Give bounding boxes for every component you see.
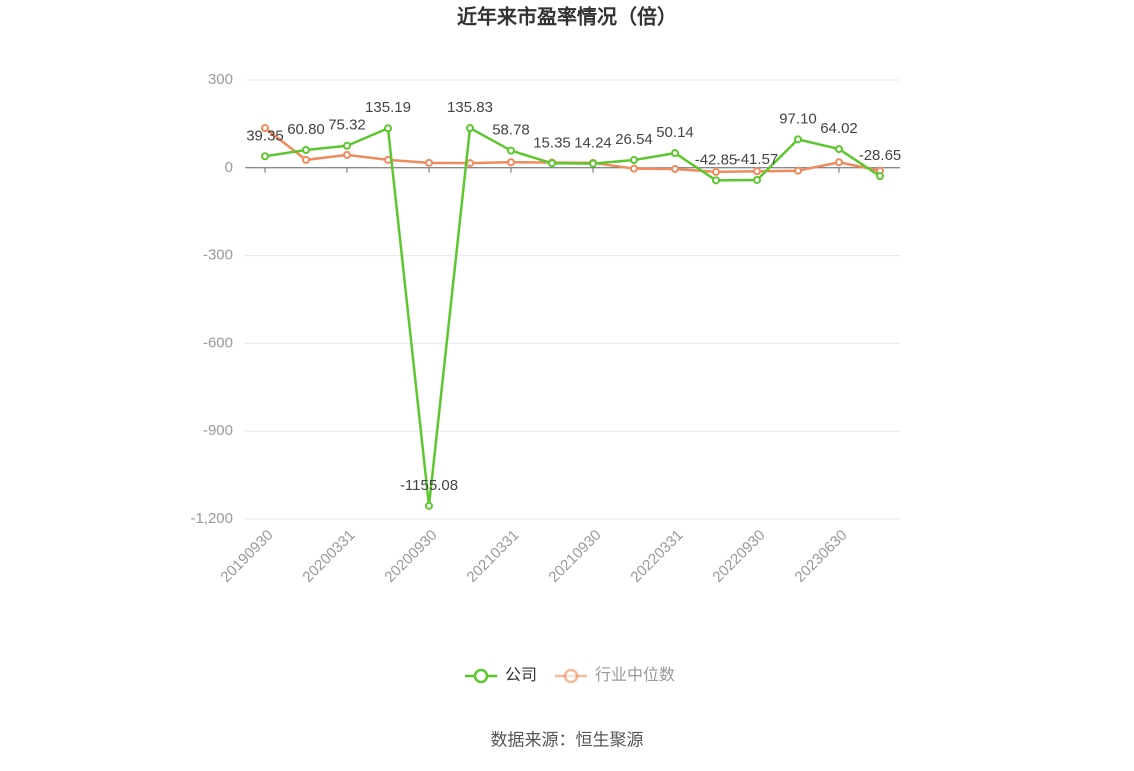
data-label: 60.80 (287, 121, 325, 138)
x-tick-label: 20220331 (627, 527, 686, 586)
data-label: 135.19 (365, 99, 411, 116)
data-point (794, 135, 802, 144)
x-tick-label: 20230630 (791, 527, 850, 586)
chart-title: 近年来市盈率情况（倍） (457, 4, 677, 28)
data-label: 58.78 (492, 122, 530, 139)
data-label: 135.83 (447, 99, 493, 116)
data-point (261, 152, 269, 161)
data-point (794, 166, 802, 175)
data-point (835, 158, 843, 167)
data-label: 64.02 (820, 120, 858, 137)
data-point (712, 176, 720, 185)
data-point (302, 155, 310, 164)
x-tick-label: 20200331 (299, 527, 358, 586)
data-point (589, 159, 597, 168)
data-point (548, 159, 556, 168)
data-point (835, 145, 843, 154)
data-label: -28.65 (859, 147, 902, 164)
data-point (753, 175, 761, 184)
y-tick-label: -1,200 (190, 510, 233, 527)
data-label: 75.32 (328, 117, 366, 134)
data-label: 26.54 (615, 131, 653, 148)
data-point (507, 146, 515, 155)
y-tick-label: 0 (225, 159, 233, 176)
data-label: -42.85 (695, 151, 738, 168)
y-tick-label: -300 (203, 247, 233, 264)
x-tick-label: 20200930 (381, 527, 440, 586)
data-point (425, 158, 433, 167)
data-point (671, 164, 679, 173)
data-label: 15.35 (533, 134, 571, 151)
legend-marker (563, 668, 579, 684)
y-tick-label: 300 (208, 71, 233, 88)
data-point (876, 172, 884, 181)
x-tick-label: 20220930 (709, 527, 768, 586)
data-point (753, 167, 761, 176)
x-tick-label: 20210930 (545, 527, 604, 586)
data-point (466, 159, 474, 168)
x-tick-label: 20210331 (463, 527, 522, 586)
data-point (630, 164, 638, 173)
source-note: 数据来源：恒生聚源 (491, 730, 644, 749)
data-label: 39.35 (246, 127, 284, 144)
data-point (712, 167, 720, 176)
data-point (671, 149, 679, 158)
y-tick-label: -600 (203, 334, 233, 351)
data-label: -1155.08 (400, 477, 458, 494)
data-point (425, 501, 433, 510)
data-label: 50.14 (656, 124, 694, 141)
legend-label: 公司 (505, 667, 537, 684)
data-label: -41.57 (736, 151, 779, 168)
x-tick-label: 20190930 (217, 527, 276, 586)
data-point (343, 150, 351, 159)
legend-label: 行业中位数 (595, 666, 675, 684)
data-point (630, 156, 638, 165)
data-point (343, 141, 351, 150)
series-line (264, 126, 881, 506)
data-point (507, 158, 515, 167)
data-label: 14.24 (574, 135, 612, 152)
data-point (261, 123, 269, 132)
legend-marker (473, 668, 489, 684)
data-point (384, 124, 392, 133)
data-point (466, 124, 474, 133)
data-point (302, 146, 310, 155)
data-label: 97.10 (779, 110, 817, 127)
y-tick-label: -900 (203, 422, 233, 439)
